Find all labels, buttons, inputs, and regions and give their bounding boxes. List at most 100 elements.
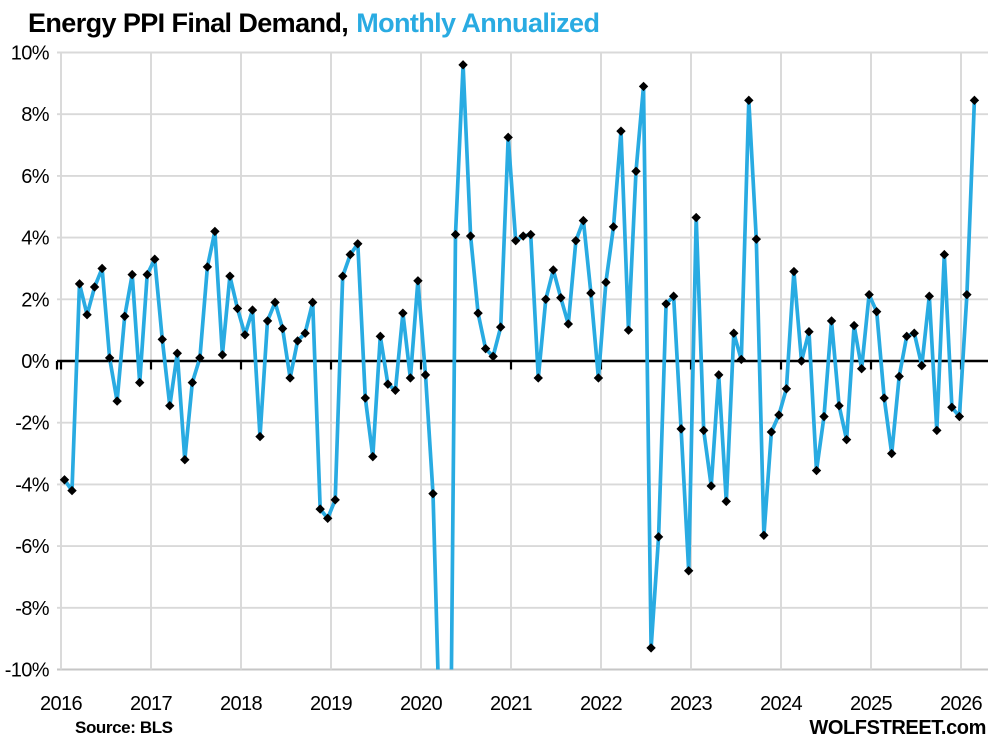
data-point-marker xyxy=(909,328,919,338)
y-axis-tick-label: -8% xyxy=(15,598,50,620)
x-axis-tick-label: 2024 xyxy=(760,693,803,715)
data-point-marker xyxy=(360,393,370,403)
data-point-marker xyxy=(871,306,882,317)
y-axis-tick-label: -10% xyxy=(5,660,50,682)
data-point-marker xyxy=(533,373,543,383)
data-point-marker xyxy=(390,385,401,396)
data-point-marker xyxy=(623,325,634,335)
y-axis-tick-label: -4% xyxy=(15,474,50,496)
data-point-marker xyxy=(247,305,258,315)
data-point-marker xyxy=(729,328,739,338)
data-point-marker xyxy=(405,373,416,383)
y-axis-tick-label: -2% xyxy=(15,413,50,435)
data-point-marker xyxy=(368,451,378,462)
data-point-marker xyxy=(766,427,777,437)
data-point-marker xyxy=(480,343,491,354)
data-point-marker xyxy=(150,254,160,264)
data-point-marker xyxy=(398,308,408,318)
data-point-marker xyxy=(225,271,235,281)
data-point-marker xyxy=(300,328,310,338)
data-point-marker xyxy=(864,289,874,300)
data-point-marker xyxy=(661,299,671,309)
series-layer xyxy=(59,60,980,670)
data-point-marker xyxy=(157,334,167,345)
x-axis-tick-label: 2023 xyxy=(670,693,713,715)
data-point-marker xyxy=(315,504,325,514)
data-point-marker xyxy=(217,350,228,360)
axis-label-layer: 10% 8% 6% 4% 2% 0% -2% -4% -6% -8% -10% 2016 2017 201… xyxy=(5,43,983,716)
data-point-marker xyxy=(811,465,822,476)
data-point-marker xyxy=(495,322,506,332)
data-point-marker xyxy=(586,288,596,298)
data-point-marker xyxy=(917,360,927,371)
data-point-marker xyxy=(563,319,574,329)
data-point-marker xyxy=(292,336,303,346)
data-point-marker xyxy=(450,229,461,240)
data-point-marker xyxy=(473,308,483,318)
data-point-marker xyxy=(59,475,70,485)
data-point-marker xyxy=(330,495,340,505)
data-point-marker xyxy=(646,643,656,653)
data-point-marker xyxy=(736,354,746,365)
data-point-marker xyxy=(180,455,190,465)
y-axis-tick-label: 6% xyxy=(21,166,50,188)
data-point-marker xyxy=(759,530,769,541)
data-point-marker xyxy=(270,297,280,308)
data-point-marker xyxy=(195,353,205,363)
data-point-marker xyxy=(511,235,521,246)
data-point-marker xyxy=(781,384,792,394)
data-point-marker xyxy=(119,311,130,321)
data-point-marker xyxy=(721,496,731,507)
data-point-marker xyxy=(353,239,363,249)
source-note: Source: BLS xyxy=(75,718,173,737)
data-point-marker xyxy=(488,351,498,362)
data-point-marker xyxy=(307,297,318,308)
data-point-marker xyxy=(428,488,438,499)
data-point-marker xyxy=(691,212,701,223)
data-point-marker xyxy=(804,326,814,337)
data-point-marker xyxy=(541,294,551,304)
data-point-marker xyxy=(82,310,92,320)
data-point-marker xyxy=(465,231,476,241)
data-point-marker xyxy=(74,279,85,289)
data-point-marker xyxy=(187,377,198,388)
data-point-marker xyxy=(608,222,619,232)
data-point-marker xyxy=(631,166,641,176)
data-point-marker xyxy=(699,425,709,436)
data-point-marker xyxy=(420,370,431,380)
data-point-marker xyxy=(932,425,942,436)
y-axis-tick-label: 4% xyxy=(21,228,50,250)
data-point-marker xyxy=(849,320,859,331)
chart-title-accent: Monthly Annualized xyxy=(356,8,599,38)
data-point-marker xyxy=(578,215,589,226)
data-point-marker xyxy=(616,126,626,136)
data-point-marker xyxy=(887,448,897,459)
data-point-marker xyxy=(571,235,581,246)
data-point-marker xyxy=(413,276,423,286)
data-point-marker xyxy=(97,263,107,274)
data-point-marker xyxy=(796,356,807,366)
data-point-marker xyxy=(706,481,716,491)
data-point-marker xyxy=(345,249,355,260)
data-point-marker xyxy=(202,262,213,272)
data-point-marker xyxy=(285,373,295,383)
data-point-marker xyxy=(638,81,649,92)
x-axis-tick-label: 2025 xyxy=(850,693,893,715)
data-point-marker xyxy=(841,434,852,445)
data-point-marker xyxy=(503,132,513,143)
data-point-marker xyxy=(383,379,393,389)
data-point-marker xyxy=(744,95,754,106)
data-point-marker xyxy=(601,277,611,288)
data-point-marker xyxy=(277,323,288,334)
data-point-marker xyxy=(518,231,528,241)
data-point-marker xyxy=(819,411,829,422)
y-axis-tick-label: 2% xyxy=(21,289,50,311)
x-axis-tick-label: 2018 xyxy=(220,693,263,715)
data-point-marker xyxy=(856,364,867,374)
data-point-marker xyxy=(240,330,250,340)
data-point-marker xyxy=(924,291,934,301)
brand-wordmark: WOLFSTREET.com xyxy=(809,717,986,739)
data-point-marker xyxy=(142,269,152,280)
x-axis-tick-label: 2021 xyxy=(490,693,533,715)
